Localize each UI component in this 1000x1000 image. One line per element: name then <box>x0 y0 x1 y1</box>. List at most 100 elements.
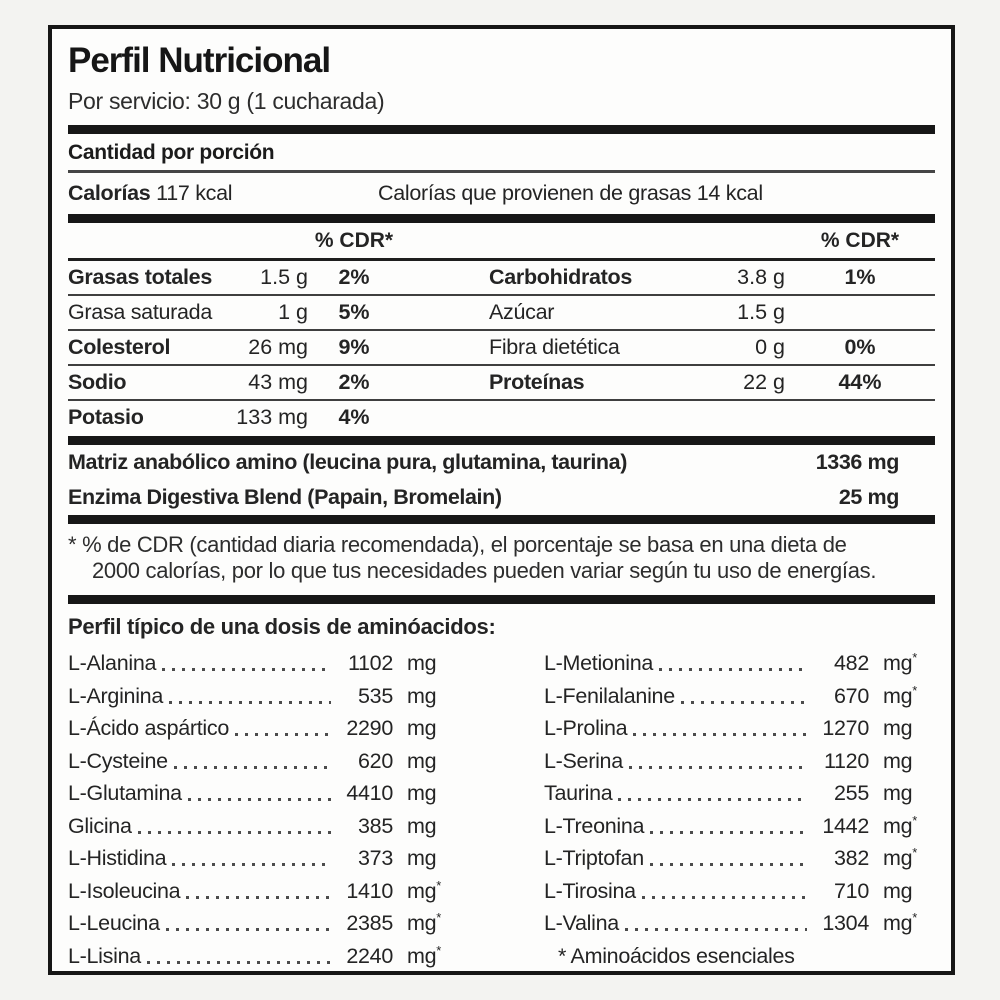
amino-unit: mg <box>883 748 913 773</box>
amino-value: 373 <box>358 846 393 871</box>
cdr-header-label: % CDR* <box>820 228 900 252</box>
amino-value: 620 <box>358 748 393 773</box>
nutrient-half: Azúcar 1.5 g <box>489 300 935 325</box>
amino-unit: mg <box>407 683 437 708</box>
cdr-header-right: % CDR* <box>489 229 935 253</box>
blend-name: Enzima Digestiva Blend (Papain, Bromelai… <box>68 484 502 509</box>
amino-value: 255 <box>834 781 869 806</box>
cdr-header-row: % CDR* % CDR* <box>68 223 935 258</box>
amino-value: 1442 <box>822 813 869 838</box>
amino-row: L-Arginina 535 mg <box>68 680 459 713</box>
amino-name: L-Tirosina <box>544 878 636 903</box>
amino-value: 2290 <box>346 716 393 741</box>
amino-row: L-Glutamina 4410 mg <box>68 778 459 811</box>
nutrition-label: Perfil Nutricional Por servicio: 30 g (1… <box>48 25 955 975</box>
nutrient-half: Sodio 43 mg 2% <box>68 370 400 395</box>
amino-value: 482 <box>834 651 869 676</box>
amino-unit: mg* <box>407 942 442 968</box>
amino-row: Glicina 385 mg <box>68 810 459 843</box>
divider-bar <box>68 124 935 134</box>
nutrient-row: Grasas totales 1.5 g 2% Carbohidratos 3.8 g 1… <box>68 261 935 296</box>
nutrient-half: Carbohidratos 3.8 g 1% <box>489 265 935 290</box>
amino-unit: mg* <box>883 682 918 708</box>
dotted-leader <box>641 895 807 899</box>
amino-name: L-Glutamina <box>68 781 182 806</box>
amino-row: Taurina 255 mg <box>544 778 935 811</box>
amino-name: L-Leucina <box>68 911 160 936</box>
nutrient-name: Proteínas <box>489 369 585 394</box>
nutrient-name: Sodio <box>68 369 127 394</box>
cdr-header-left: % CDR* <box>68 229 400 253</box>
amino-value: 1102 <box>347 651 393 676</box>
blend-amount: 25 mg <box>838 484 900 509</box>
divider-rule <box>68 257 935 261</box>
dotted-leader <box>172 863 331 867</box>
amino-row: L-Alanina 1102 mg <box>68 648 459 681</box>
amino-name: L-Triptofan <box>544 846 644 871</box>
amino-name: L-Arginina <box>68 683 163 708</box>
amino-row: L-Isoleucina 1410 mg* <box>68 875 459 908</box>
divider-rule <box>68 169 935 173</box>
dotted-leader <box>186 895 331 899</box>
amino-row: L-Tirosina 710 mg <box>544 875 935 908</box>
dotted-leader <box>165 928 331 932</box>
amino-value: 670 <box>834 683 869 708</box>
nutrient-pct: 1% <box>844 264 876 289</box>
cdr-footnote-line1: * % de CDR (cantidad diaria recomendada)… <box>68 531 847 557</box>
nutrient-row: Grasa saturada 1 g 5% Azúcar 1.5 g <box>68 296 935 331</box>
amino-column-left: L-Alanina 1102 mg L-Arginina 535 mg L-Ácido as… <box>68 648 459 971</box>
nutrient-pct: 2% <box>338 264 370 289</box>
amino-unit: mg <box>407 846 437 871</box>
amino-name: L-Valina <box>544 911 619 936</box>
nutrient-name: Potasio <box>68 404 144 429</box>
amino-unit: mg <box>407 748 437 773</box>
page-title: Perfil Nutricional <box>68 41 331 80</box>
nutrient-name: Grasas totales <box>68 264 212 289</box>
amino-name: L-Ácido aspártico <box>68 716 230 741</box>
divider-bar <box>68 435 935 445</box>
amino-value: 382 <box>834 846 869 871</box>
nutrient-half: Potasio 133 mg 4% <box>68 405 400 430</box>
amino-unit: mg <box>883 781 913 806</box>
amino-name: L-Fenilalanine <box>544 683 675 708</box>
amino-unit: mg* <box>883 910 918 936</box>
calories-label: Calorías <box>68 180 151 205</box>
blend-name: Matriz anabólico amino (leucina pura, gl… <box>68 449 627 474</box>
amino-row: L-Leucina 2385 mg* <box>68 908 459 941</box>
nutrient-amount: 1 g <box>278 299 308 324</box>
blend-row: Matriz anabólico amino (leucina pura, gl… <box>68 445 935 480</box>
amino-value: 1410 <box>346 878 393 903</box>
nutrient-pct: 5% <box>338 299 370 324</box>
amino-row: L-Lisina 2240 mg* <box>68 940 459 971</box>
nutrient-name: Grasa saturada <box>68 299 212 324</box>
cdr-footnote: * % de CDR (cantidad diaria recomendada)… <box>68 524 935 595</box>
divider-bar <box>68 594 935 604</box>
amino-column-right: L-Metionina 482 mg* L-Fenilalanine 670 mg* L-P… <box>544 648 935 971</box>
amino-row: L-Treonina 1442 mg* <box>544 810 935 843</box>
nutrient-pct: 44% <box>838 369 882 394</box>
divider-bar <box>68 514 935 524</box>
dotted-leader <box>187 798 331 802</box>
amino-unit: mg <box>883 716 913 741</box>
amino-row: L-Triptofan 382 mg* <box>544 843 935 876</box>
dotted-leader <box>146 960 331 964</box>
amino-unit: mg* <box>883 845 918 871</box>
dotted-leader <box>633 733 807 737</box>
nutrient-name: Carbohidratos <box>489 264 633 289</box>
divider-bar <box>68 213 935 223</box>
amino-row: L-Fenilalanine 670 mg* <box>544 680 935 713</box>
nutrient-name: Colesterol <box>68 334 171 359</box>
amino-name: L-Histidina <box>68 846 167 871</box>
nutrient-half: Grasas totales 1.5 g 2% <box>68 265 400 290</box>
amino-value: 2240 <box>346 943 393 968</box>
amino-value: 1270 <box>822 716 869 741</box>
nutrient-half: Colesterol 26 mg 9% <box>68 335 400 360</box>
calories-row: Calorías 117 kcal Calorías que provienen… <box>68 173 935 214</box>
amino-unit: mg* <box>883 650 918 676</box>
nutrient-amount: 0 g <box>755 334 785 359</box>
dotted-leader <box>618 798 807 802</box>
dotted-leader <box>628 765 807 769</box>
cdr-footnote-line2: 2000 calorías, por lo que tus necesidade… <box>92 558 877 584</box>
dotted-leader <box>624 928 807 932</box>
dotted-leader <box>173 765 331 769</box>
